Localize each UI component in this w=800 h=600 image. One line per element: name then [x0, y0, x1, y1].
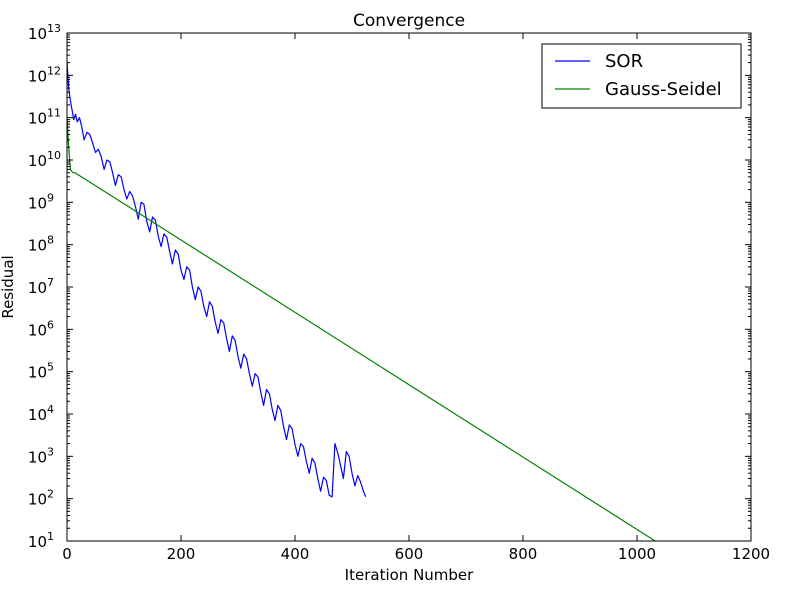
y-tick-exponent: 12 [47, 64, 61, 77]
x-tick-label: 1000 [618, 545, 656, 563]
y-tick-exponent: 2 [47, 488, 54, 501]
x-tick-label: 1200 [732, 545, 770, 563]
series-layer [67, 62, 656, 541]
legend-box [541, 43, 742, 109]
y-tick-label: 10 [28, 194, 47, 212]
y-tick-label: 10 [28, 152, 47, 170]
plot-frame [66, 32, 752, 542]
y-tick-label: 10 [28, 491, 47, 509]
series-line-gauss-seidel [67, 117, 656, 541]
legend: SOR Gauss-Seidel [541, 43, 742, 109]
x-tick-label: 0 [62, 545, 72, 563]
y-tick-exponent: 8 [47, 234, 54, 247]
y-tick-label: 10 [28, 67, 47, 85]
x-tick-label: 400 [281, 545, 310, 563]
series-line-sor [67, 62, 367, 498]
chart-title: Convergence [353, 11, 465, 31]
y-tick-label: 10 [28, 533, 47, 551]
y-tick-exponent: 4 [47, 403, 54, 416]
y-tick-exponent: 7 [47, 276, 54, 289]
x-tick-label: 600 [395, 545, 424, 563]
legend-label-sor: SOR [605, 51, 643, 72]
y-axis-label: Residual [0, 255, 17, 318]
y-tick-exponent: 10 [47, 149, 61, 162]
y-tick-label: 10 [28, 448, 47, 466]
y-tick-exponent: 3 [47, 445, 54, 458]
y-tick-label: 10 [28, 406, 47, 424]
y-tick-label: 10 [28, 237, 47, 255]
y-tick-exponent: 9 [47, 191, 54, 204]
legend-label-gauss-seidel: Gauss-Seidel [605, 79, 722, 100]
y-tick-exponent: 5 [47, 361, 54, 374]
y-tick-exponent: 1 [47, 530, 54, 543]
y-tick-label: 10 [28, 25, 47, 43]
y-tick-exponent: 6 [47, 318, 54, 331]
y-tick-label: 10 [28, 364, 47, 382]
y-tick-exponent: 13 [47, 22, 61, 35]
x-tick-label: 800 [509, 545, 538, 563]
y-tick-label: 10 [28, 279, 47, 297]
y-tick-exponent: 11 [47, 107, 61, 120]
x-tick-label: 200 [167, 545, 196, 563]
x-axis-label: Iteration Number [345, 566, 474, 584]
y-tick-label: 10 [28, 110, 47, 128]
y-tick-label: 10 [28, 321, 47, 339]
